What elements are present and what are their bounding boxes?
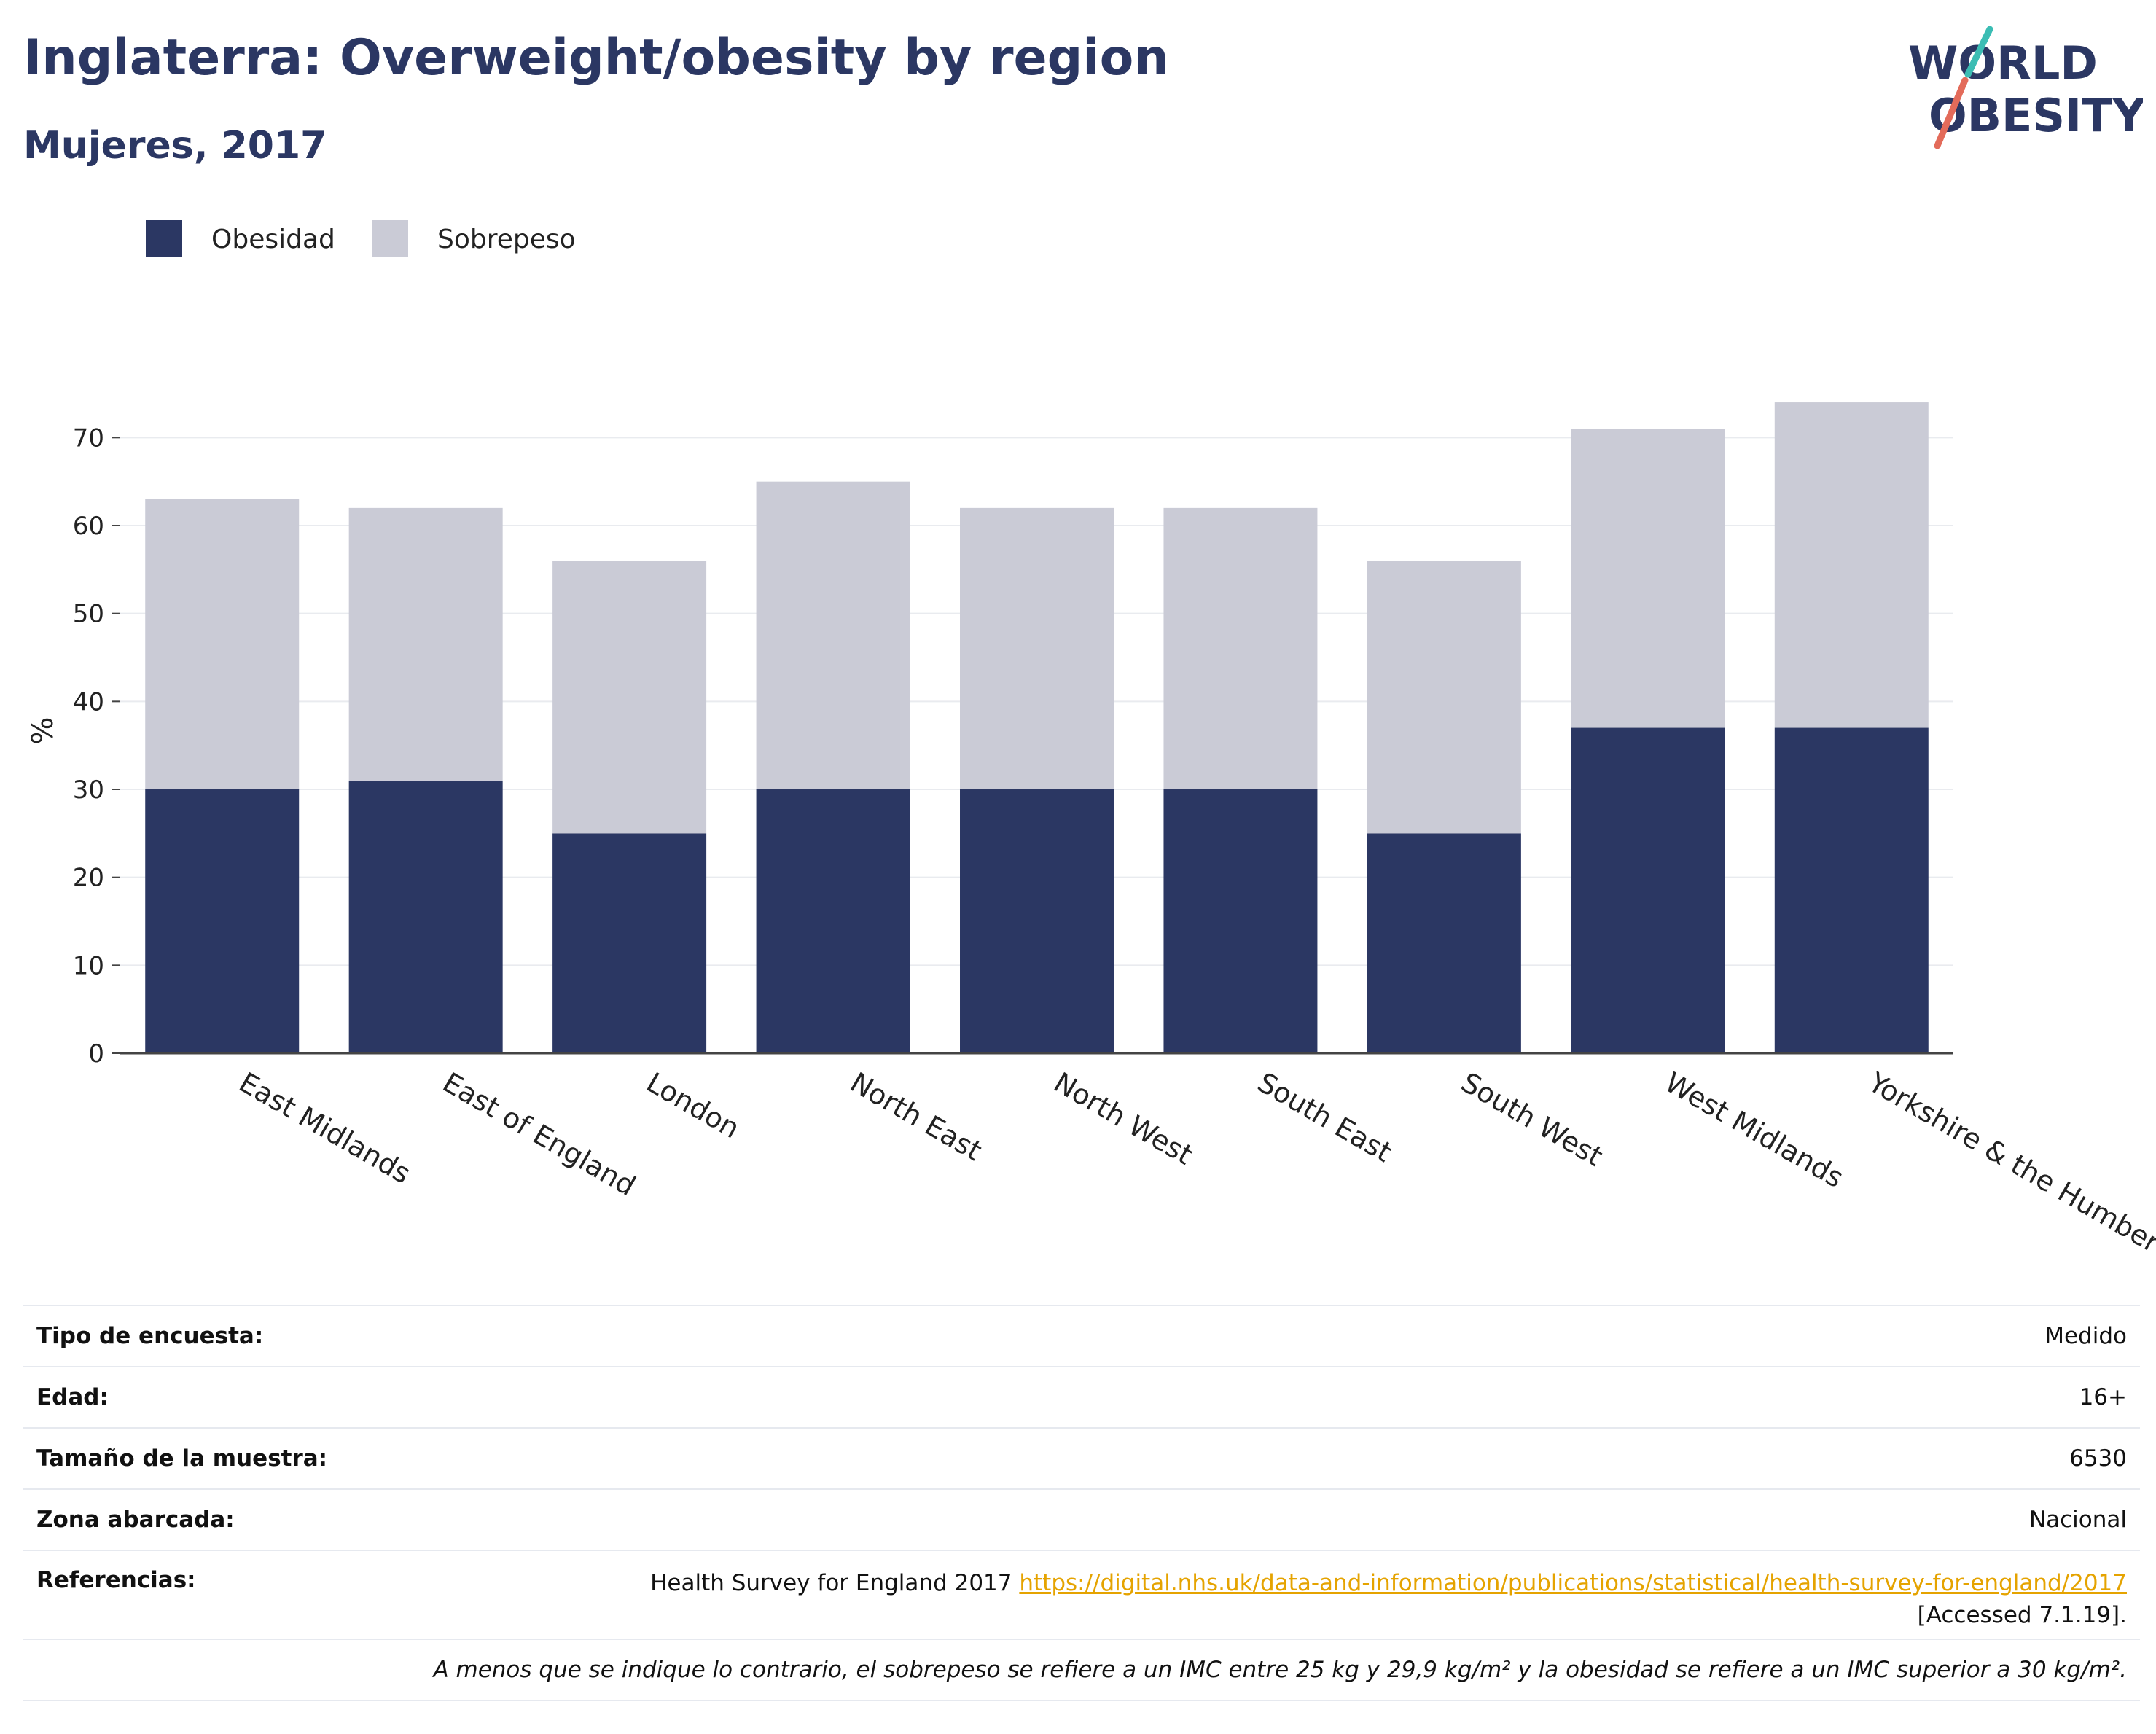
y-tick-label: 50 bbox=[73, 600, 104, 629]
info-row: Edad: 16+ bbox=[23, 1366, 2140, 1427]
info-value: Health Survey for England 2017 https://d… bbox=[650, 1567, 2127, 1631]
info-key: Tamaño de la muestra: bbox=[36, 1445, 328, 1472]
y-tick-label: 0 bbox=[88, 1039, 104, 1069]
bar-sobrepeso[interactable] bbox=[756, 481, 910, 789]
info-key: Tipo de encuesta: bbox=[36, 1323, 264, 1349]
info-value: 6530 bbox=[2069, 1445, 2127, 1472]
bar-obesidad[interactable] bbox=[960, 789, 1114, 1053]
bar-sobrepeso[interactable] bbox=[1571, 429, 1725, 728]
info-row-references: Referencias: Health Survey for England 2… bbox=[23, 1550, 2140, 1639]
info-row: Tipo de encuesta: Medido bbox=[23, 1305, 2140, 1366]
legend-item-obesidad[interactable]: Obesidad bbox=[146, 220, 335, 257]
logo-slash-teal-icon bbox=[1964, 26, 1993, 78]
y-tick-label: 10 bbox=[73, 951, 104, 980]
stacked-bar-chart: Obesidad Sobrepeso 0 10 20 30 40 50 60 70% East … bbox=[26, 220, 2156, 1259]
bar-obesidad[interactable] bbox=[1774, 727, 1929, 1053]
bar-sobrepeso[interactable] bbox=[1367, 561, 1521, 834]
definition-note: A menos que se indique lo contrario, el … bbox=[23, 1639, 2140, 1701]
logo-line1: WORLD bbox=[1908, 36, 2098, 90]
legend-swatch bbox=[372, 220, 408, 257]
x-axis: East Midlands East of England London North … bbox=[120, 1052, 2156, 1259]
legend-swatch bbox=[146, 220, 182, 257]
bar-sobrepeso[interactable] bbox=[145, 499, 300, 789]
info-key: Zona abarcada: bbox=[36, 1507, 235, 1533]
survey-info-table: Tipo de encuesta: Medido Edad: 16+ Tamaño de… bbox=[23, 1305, 2140, 1701]
legend-label: Obesidad bbox=[211, 224, 335, 254]
y-axis-label: % bbox=[26, 716, 60, 744]
bar-sobrepeso[interactable] bbox=[960, 507, 1114, 789]
legend-item-sobrepeso[interactable]: Sobrepeso bbox=[372, 220, 576, 257]
y-tick-label: 20 bbox=[73, 864, 104, 893]
x-tick-label: North West bbox=[1049, 1066, 1198, 1171]
info-value: Nacional bbox=[2028, 1507, 2127, 1533]
bar-obesidad[interactable] bbox=[756, 789, 910, 1053]
x-tick-label: South West bbox=[1456, 1066, 1608, 1173]
bar-sobrepeso[interactable] bbox=[348, 507, 503, 781]
y-tick-label: 30 bbox=[73, 776, 104, 805]
x-tick-label: Yorkshire & the Humber bbox=[1862, 1066, 2156, 1259]
x-tick-label: East of England bbox=[437, 1066, 641, 1203]
logo-slash-coral-icon bbox=[1934, 77, 1969, 149]
bar-obesidad[interactable] bbox=[145, 789, 300, 1053]
reference-link[interactable]: https://digital.nhs.uk/data-and-informat… bbox=[1019, 1570, 2127, 1596]
x-tick-label: London bbox=[641, 1066, 746, 1145]
bar-obesidad[interactable] bbox=[552, 833, 707, 1053]
info-value: 16+ bbox=[2079, 1384, 2127, 1410]
info-value: Medido bbox=[2044, 1323, 2127, 1349]
x-tick-label: East Midlands bbox=[234, 1066, 416, 1190]
world-obesity-logo: WORLD OBESITY bbox=[1908, 26, 2143, 149]
bar-sobrepeso[interactable] bbox=[1163, 507, 1318, 789]
x-tick-label: South East bbox=[1252, 1066, 1397, 1168]
bar-obesidad[interactable] bbox=[348, 780, 503, 1053]
y-tick-label: 70 bbox=[73, 423, 104, 453]
reference-text: Health Survey for England 2017 bbox=[650, 1570, 1012, 1596]
chart-bars bbox=[145, 402, 1929, 1053]
x-tick-label: West Midlands bbox=[1660, 1066, 1849, 1195]
info-row: Tamaño de la muestra: 6530 bbox=[23, 1427, 2140, 1488]
bar-sobrepeso[interactable] bbox=[1774, 402, 1929, 728]
reference-accessed: [Accessed 7.1.19]. bbox=[1917, 1602, 2127, 1628]
bar-obesidad[interactable] bbox=[1367, 833, 1521, 1053]
y-axis: 0 10 20 30 40 50 60 70% bbox=[26, 423, 120, 1069]
legend-label: Sobrepeso bbox=[437, 224, 576, 254]
info-key: Referencias: bbox=[36, 1567, 196, 1593]
chart-title: Inglaterra: Overweight/obesity by region bbox=[23, 29, 1169, 87]
info-key: Edad: bbox=[36, 1384, 109, 1410]
x-tick-label: North East bbox=[845, 1066, 988, 1167]
chart-legend: Obesidad Sobrepeso bbox=[146, 220, 576, 257]
logo-line2: OBESITY bbox=[1929, 89, 2143, 142]
y-tick-label: 40 bbox=[73, 687, 104, 716]
bar-obesidad[interactable] bbox=[1571, 727, 1725, 1053]
bar-sobrepeso[interactable] bbox=[552, 561, 707, 834]
bar-obesidad[interactable] bbox=[1163, 789, 1318, 1053]
info-row: Zona abarcada: Nacional bbox=[23, 1488, 2140, 1550]
y-tick-label: 60 bbox=[73, 512, 104, 541]
chart-subtitle: Mujeres, 2017 bbox=[23, 124, 327, 168]
